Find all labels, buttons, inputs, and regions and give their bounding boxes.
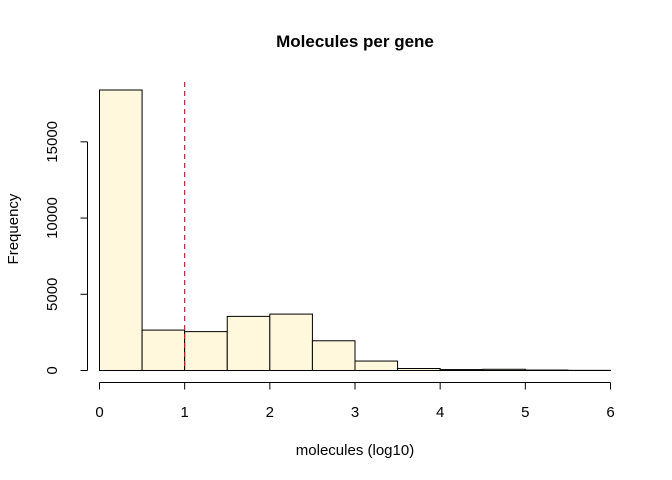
x-tick-label: 4 [436,404,444,421]
histogram-bar [184,331,228,372]
x-tick-label: 0 [95,404,103,421]
x-tick-label: 2 [266,404,274,421]
x-axis-label: molecules (log10) [296,442,414,459]
x-tick-label: 1 [180,404,188,421]
y-tick-label: 10000 [44,197,61,239]
y-tick-label: 0 [44,366,61,374]
y-tick-label: 15000 [44,121,61,163]
chart-title: Molecules per gene [276,32,434,51]
histogram-bar [99,89,143,371]
histogram-bar [226,315,271,372]
bars-group [99,89,612,372]
histogram-bar [269,313,313,372]
histogram-bar [397,368,441,372]
histogram-bar [311,340,356,372]
histogram-bar [354,360,399,372]
y-axis-label: Frequency [5,193,22,264]
x-axis: 0 1 2 3 4 5 6 [95,382,615,421]
histogram-bar [482,368,526,371]
x-tick-label: 3 [351,404,359,421]
x-tick-label: 6 [606,404,614,421]
histogram-bar [439,369,484,372]
histogram-bar [141,329,186,371]
y-axis: 0 5000 10000 15000 [44,121,88,375]
y-tick-label: 5000 [44,278,61,311]
x-tick-label: 5 [521,404,529,421]
